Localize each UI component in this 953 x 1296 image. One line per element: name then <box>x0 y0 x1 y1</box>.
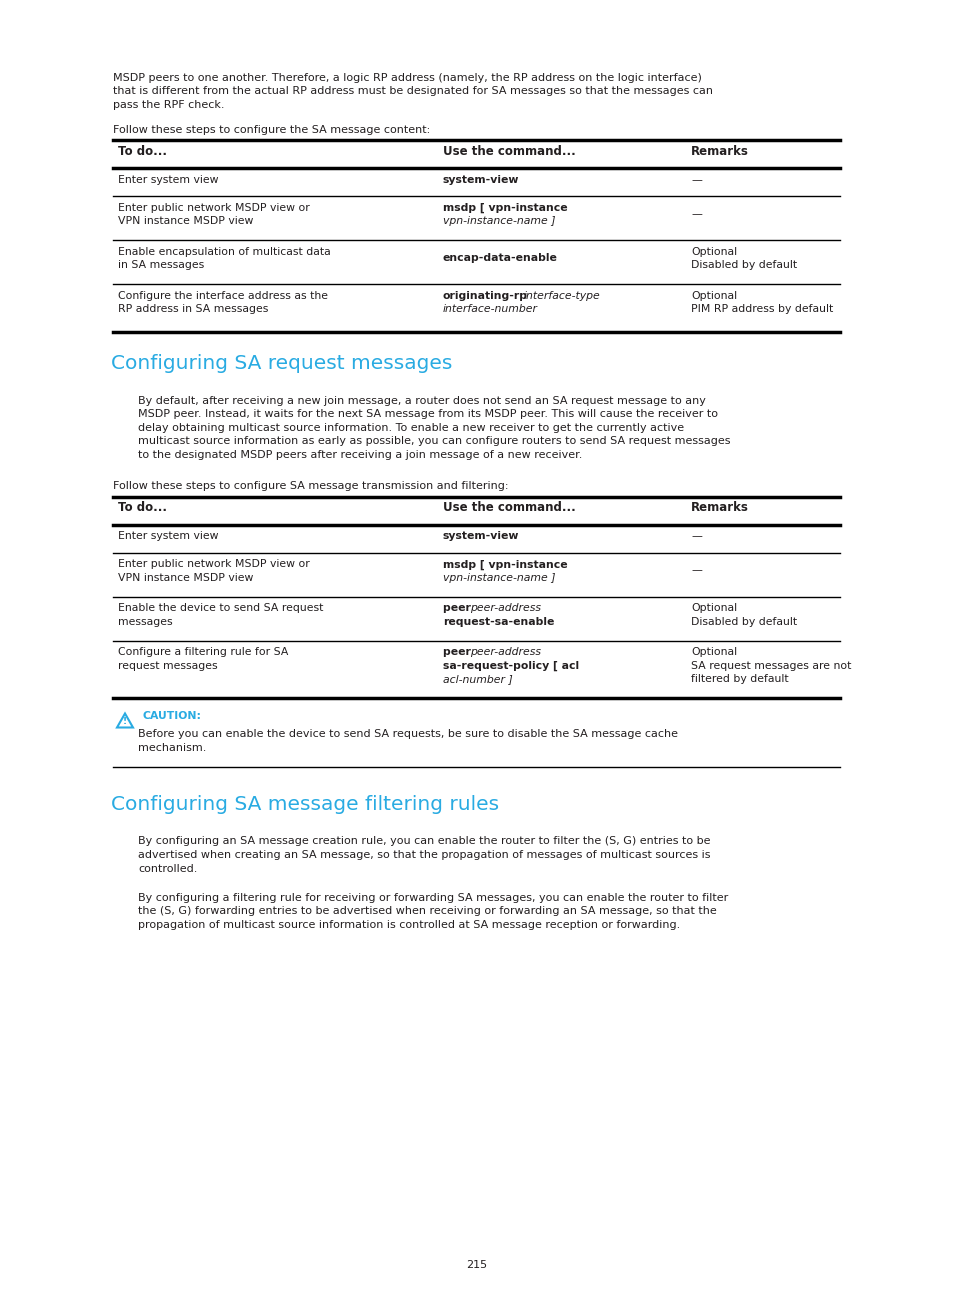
Text: Follow these steps to configure the SA message content:: Follow these steps to configure the SA m… <box>112 124 430 135</box>
Text: Configuring SA request messages: Configuring SA request messages <box>111 354 452 373</box>
Text: peer-address: peer-address <box>470 604 540 613</box>
Text: peer-address: peer-address <box>470 648 540 657</box>
Text: messages: messages <box>118 617 172 627</box>
Text: Disabled by default: Disabled by default <box>690 260 797 271</box>
Text: to the designated MSDP peers after receiving a join message of a new receiver.: to the designated MSDP peers after recei… <box>138 450 581 460</box>
Text: SA request messages are not: SA request messages are not <box>690 661 850 671</box>
Text: —: — <box>690 209 701 219</box>
Text: that is different from the actual RP address must be designated for SA messages : that is different from the actual RP add… <box>112 87 712 96</box>
Text: sa-request-policy [ acl: sa-request-policy [ acl <box>442 661 578 671</box>
Text: Enter system view: Enter system view <box>118 175 218 185</box>
Text: VPN instance MSDP view: VPN instance MSDP view <box>118 573 253 583</box>
Text: Configure a filtering rule for SA: Configure a filtering rule for SA <box>118 648 288 657</box>
Text: —: — <box>690 531 701 542</box>
Text: peer: peer <box>442 604 475 613</box>
Text: vpn-instance-name ]: vpn-instance-name ] <box>442 216 555 227</box>
Text: To do...: To do... <box>118 145 167 158</box>
Text: pass the RPF check.: pass the RPF check. <box>112 100 224 110</box>
Text: request-sa-enable: request-sa-enable <box>442 617 554 627</box>
Text: system-view: system-view <box>442 175 518 185</box>
Text: Enable the device to send SA request: Enable the device to send SA request <box>118 604 323 613</box>
Text: Optional: Optional <box>690 292 737 301</box>
Text: propagation of multicast source information is controlled at SA message receptio: propagation of multicast source informat… <box>138 920 679 931</box>
Text: By configuring a filtering rule for receiving or forwarding SA messages, you can: By configuring a filtering rule for rece… <box>138 893 727 903</box>
Text: PIM RP address by default: PIM RP address by default <box>690 305 832 315</box>
Text: Follow these steps to configure SA message transmission and filtering:: Follow these steps to configure SA messa… <box>112 482 508 491</box>
Text: request messages: request messages <box>118 661 217 671</box>
Text: Enter public network MSDP view or: Enter public network MSDP view or <box>118 560 310 569</box>
Text: delay obtaining multicast source information. To enable a new receiver to get th: delay obtaining multicast source informa… <box>138 422 683 433</box>
Text: the (S, G) forwarding entries to be advertised when receiving or forwarding an S: the (S, G) forwarding entries to be adve… <box>138 906 716 916</box>
Text: By configuring an SA message creation rule, you can enable the router to filter : By configuring an SA message creation ru… <box>138 836 710 846</box>
Text: system-view: system-view <box>442 531 518 542</box>
Text: in SA messages: in SA messages <box>118 260 204 271</box>
Text: —: — <box>690 565 701 575</box>
Text: Enter system view: Enter system view <box>118 531 218 542</box>
Text: Use the command...: Use the command... <box>442 145 576 158</box>
Text: Optional: Optional <box>690 604 737 613</box>
Text: Enable encapsulation of multicast data: Enable encapsulation of multicast data <box>118 248 331 257</box>
Text: interface-number: interface-number <box>442 305 537 315</box>
Text: filtered by default: filtered by default <box>690 674 788 684</box>
Text: —: — <box>690 175 701 185</box>
Text: Disabled by default: Disabled by default <box>690 617 797 627</box>
Text: MSDP peer. Instead, it waits for the next SA message from its MSDP peer. This wi: MSDP peer. Instead, it waits for the nex… <box>138 410 718 420</box>
Text: Configuring SA message filtering rules: Configuring SA message filtering rules <box>111 794 498 814</box>
Text: advertised when creating an SA message, so that the propagation of messages of m: advertised when creating an SA message, … <box>138 850 710 861</box>
Text: CAUTION:: CAUTION: <box>143 712 202 722</box>
Text: encap-data-enable: encap-data-enable <box>442 253 558 263</box>
Text: peer: peer <box>442 648 475 657</box>
Text: msdp [ vpn-instance: msdp [ vpn-instance <box>442 203 567 214</box>
Text: VPN instance MSDP view: VPN instance MSDP view <box>118 216 253 227</box>
Text: Enter public network MSDP view or: Enter public network MSDP view or <box>118 203 310 213</box>
Text: 215: 215 <box>466 1260 487 1270</box>
Text: Remarks: Remarks <box>690 502 748 515</box>
Text: msdp [ vpn-instance: msdp [ vpn-instance <box>442 560 567 570</box>
Text: Remarks: Remarks <box>690 145 748 158</box>
Text: RP address in SA messages: RP address in SA messages <box>118 305 268 315</box>
Text: controlled.: controlled. <box>138 863 197 874</box>
Text: To do...: To do... <box>118 502 167 515</box>
Text: Before you can enable the device to send SA requests, be sure to disable the SA : Before you can enable the device to send… <box>138 730 678 740</box>
Text: interface-type: interface-type <box>523 292 600 301</box>
Text: Use the command...: Use the command... <box>442 502 576 515</box>
Text: Optional: Optional <box>690 248 737 257</box>
Text: Optional: Optional <box>690 648 737 657</box>
Text: acl-number ]: acl-number ] <box>442 674 512 684</box>
Text: mechanism.: mechanism. <box>138 743 206 753</box>
Text: Configure the interface address as the: Configure the interface address as the <box>118 292 328 301</box>
Text: vpn-instance-name ]: vpn-instance-name ] <box>442 573 555 583</box>
Text: By default, after receiving a new join message, a router does not send an SA req: By default, after receiving a new join m… <box>138 397 705 406</box>
Text: MSDP peers to one another. Therefore, a logic RP address (namely, the RP address: MSDP peers to one another. Therefore, a … <box>112 73 701 83</box>
Text: !: ! <box>123 717 127 726</box>
Text: multicast source information as early as possible, you can configure routers to : multicast source information as early as… <box>138 437 730 447</box>
Text: originating-rp: originating-rp <box>442 292 527 301</box>
